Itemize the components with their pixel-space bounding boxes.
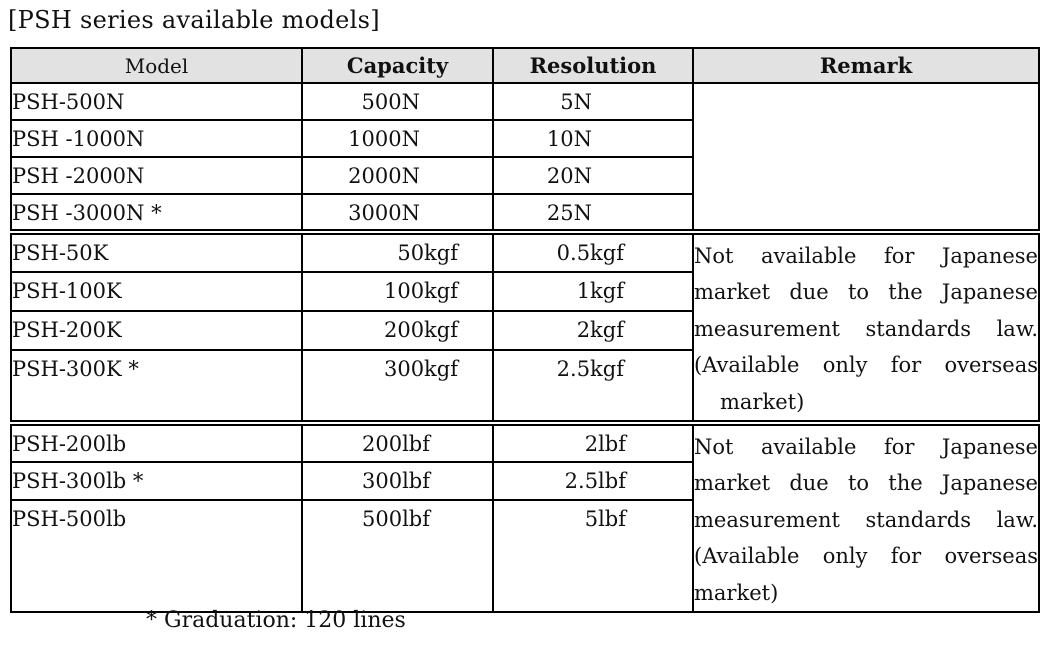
table-row: PSH -1000N 1000N 10N <box>10 119 1039 158</box>
model-cell: PSH-100K <box>10 271 303 313</box>
remark-text-line: Not available for Japanese <box>694 244 1038 268</box>
model-cell: PSH-50K <box>10 228 303 274</box>
table-row: PSH-200lb 200lbf 2lbf Not available for … <box>10 420 1040 614</box>
table-row: PSH -3000N * 3000N 25N <box>10 193 1039 233</box>
capacity-cell: 100kgf <box>301 271 494 313</box>
capacity-cell: 300lbf <box>301 460 494 501</box>
capacity-cell: 3000N <box>301 193 494 233</box>
table-row: PSH -2000N 2000N 20N <box>10 156 1039 195</box>
model-cell: PSH -1000N <box>10 119 303 158</box>
remark-cell-kgf: Not available for Japanese market due to… <box>692 228 1040 425</box>
table-row: PSH-100K 100kgf 1kgf <box>10 271 1039 313</box>
model-cell: PSH-200lb <box>10 420 303 463</box>
table-row: PSH-300lb * 300lbf 2.5lbf <box>10 460 1039 501</box>
column-header-resolution: Resolution <box>492 47 694 84</box>
table-row: PSH-500N 500N 5N <box>10 82 1040 233</box>
resolution-cell: 5lbf <box>492 498 694 614</box>
capacity-cell: 500lbf <box>301 498 494 614</box>
capacity-cell: 50kgf <box>301 228 494 274</box>
resolution-cell: 2.5lbf <box>492 460 694 501</box>
table-row: PSH-300K * 300kgf 2.5kgf <box>10 349 1039 425</box>
graduation-footnote: * Graduation: 120 lines <box>146 608 406 633</box>
column-header-model: Model <box>10 47 303 84</box>
resolution-cell: 20N <box>492 156 694 195</box>
capacity-cell: 200lbf <box>301 420 494 463</box>
remark-text-line: (Available only for overseas <box>694 353 1038 378</box>
capacity-cell: 2000N <box>301 156 494 195</box>
table-row: PSH-200K 200kgf 2kgf <box>10 310 1039 352</box>
model-cell: PSH-300K * <box>10 349 303 425</box>
model-cell: PSH-500lb <box>10 498 303 614</box>
capacity-cell: 300kgf <box>301 349 494 425</box>
page-title: [PSH series available models] <box>8 6 380 34</box>
model-cell: PSH -3000N * <box>10 193 303 233</box>
column-header-remark: Remark <box>692 47 1040 84</box>
remark-text-line: market due to the Japanese <box>694 280 1038 305</box>
model-cell: PSH-200K <box>10 310 303 352</box>
remark-cell-newton <box>692 82 1040 233</box>
model-cell: PSH-300lb * <box>10 460 303 501</box>
capacity-cell: 1000N <box>301 119 494 158</box>
capacity-cell: 200kgf <box>301 310 494 352</box>
remark-text-line: measurement standards law. <box>694 507 1038 532</box>
model-cell: PSH-500N <box>10 82 303 121</box>
remark-text-line: Not available for Japanese <box>694 435 1038 460</box>
resolution-cell: 25N <box>492 193 694 233</box>
resolution-cell: 2lbf <box>492 420 694 463</box>
resolution-cell: 10N <box>492 119 694 158</box>
models-table: Model Capacity Resolution Remark PSH-500… <box>10 47 1040 614</box>
remark-cell-lbf: Not available for Japanese market due to… <box>692 420 1040 614</box>
table-row: PSH-50K 50kgf 0.5kgf Not available for J… <box>10 228 1040 425</box>
remark-text-line: market) <box>694 580 779 605</box>
capacity-cell: 500N <box>301 82 494 121</box>
resolution-cell: 0.5kgf <box>492 228 694 274</box>
column-header-capacity: Capacity <box>301 47 494 84</box>
remark-text-line: market due to the Japanese <box>694 471 1038 496</box>
remark-text-line: market) <box>720 389 805 414</box>
model-cell: PSH -2000N <box>10 156 303 195</box>
header-row: Model Capacity Resolution Remark <box>10 47 1040 84</box>
table-row: PSH-500lb 500lbf 5lbf <box>10 498 1039 614</box>
resolution-cell: 2.5kgf <box>492 349 694 425</box>
resolution-cell: 1kgf <box>492 271 694 313</box>
remark-text-line: measurement standards law. <box>694 316 1038 341</box>
resolution-cell: 2kgf <box>492 310 694 352</box>
remark-text-line: (Available only for overseas <box>694 544 1038 569</box>
resolution-cell: 5N <box>492 82 694 121</box>
